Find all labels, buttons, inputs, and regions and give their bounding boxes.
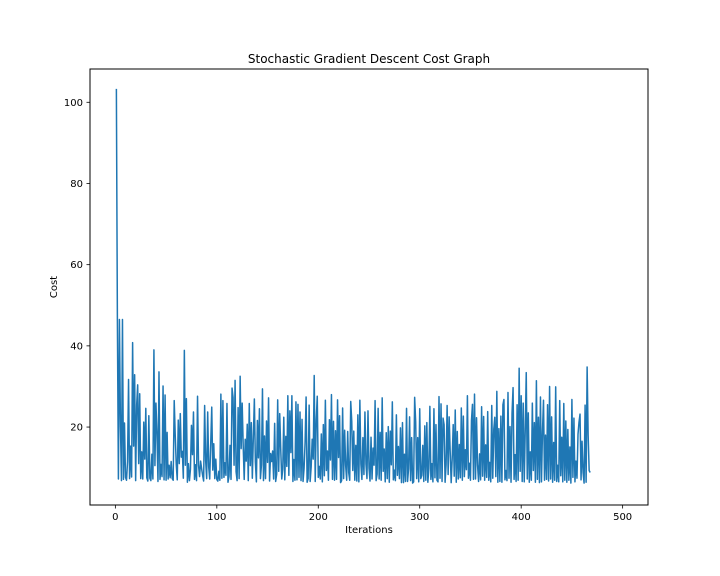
y-tick-label: 40 (70, 341, 83, 352)
chart-title: Stochastic Gradient Descent Cost Graph (248, 52, 490, 66)
y-axis: 20 40 60 80 100 (64, 98, 90, 434)
x-axis: 0 100 200 300 400 500 (112, 505, 632, 523)
x-tick-label: 300 (410, 512, 429, 523)
cost-series-line (115, 88, 591, 484)
y-tick-label: 80 (70, 179, 83, 190)
x-tick-label: 500 (613, 512, 632, 523)
axes-frame (89, 68, 649, 506)
x-tick-label: 400 (512, 512, 531, 523)
y-tick-label: 100 (64, 98, 83, 109)
y-tick-label: 60 (70, 260, 83, 271)
y-tick-label: 20 (70, 423, 83, 434)
x-tick-label: 200 (309, 512, 328, 523)
x-tick-label: 0 (112, 512, 118, 523)
x-axis-label: Iterations (345, 525, 393, 536)
plot-area (89, 68, 649, 506)
series-layer (115, 88, 591, 484)
x-tick-label: 100 (207, 512, 226, 523)
y-axis-label: Cost (49, 276, 60, 298)
